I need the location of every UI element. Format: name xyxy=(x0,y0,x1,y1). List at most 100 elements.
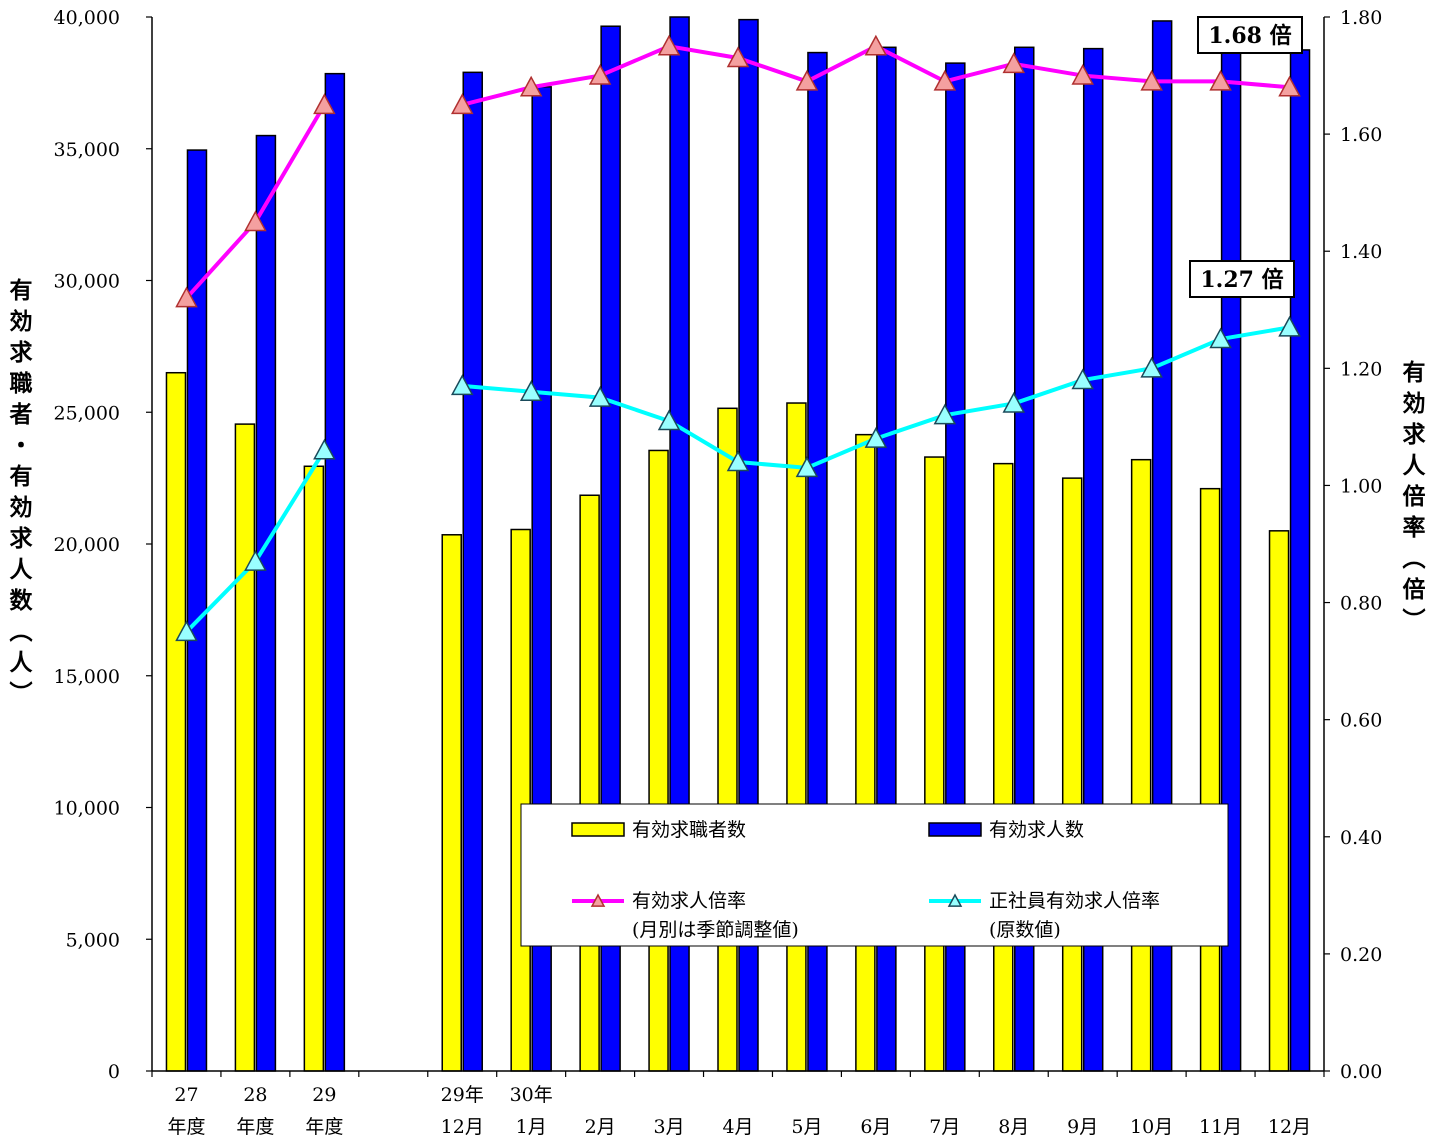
legend-marker xyxy=(590,893,606,907)
bar-job-seekers xyxy=(717,407,738,1072)
y-right-axis-title-char: 倍 xyxy=(1403,576,1426,603)
marker-regular-ratio xyxy=(313,438,336,460)
bar-job-seekers xyxy=(234,423,256,1072)
marker-ratio xyxy=(864,34,888,56)
y-right-tick-label: 1.60 xyxy=(1340,124,1382,146)
legend-label: 有効求人倍率 xyxy=(632,890,746,912)
y-right-axis-title-char: ︶ xyxy=(1403,607,1426,634)
y-right-tick-label: 0.00 xyxy=(1340,1061,1382,1083)
x-tick-label-line2: 12月 xyxy=(1268,1116,1311,1138)
legend-label: 有効求職者数 xyxy=(632,819,746,841)
y-left-tick-label: 5,000 xyxy=(66,929,120,951)
y-left-tick-label: 40,000 xyxy=(54,7,120,29)
y-right-tick-label: 0.20 xyxy=(1340,944,1382,966)
y-left-tick-label: 15,000 xyxy=(54,666,120,688)
marker-ratio xyxy=(726,46,750,68)
marker-regular-ratio xyxy=(864,427,888,448)
legend-note: (月別は季節調整値) xyxy=(632,919,799,941)
marker-regular-ratio xyxy=(1140,356,1163,378)
y-right-tick-label: 1.20 xyxy=(1340,358,1382,380)
marker-ratio xyxy=(1071,63,1094,85)
legend-swatch xyxy=(571,822,625,837)
bar-job-seekers xyxy=(1061,477,1083,1072)
x-tick-label-line1: 30年 xyxy=(510,1084,553,1106)
bar-job-openings xyxy=(255,134,277,1072)
legend-marker xyxy=(947,893,963,907)
x-tick-label-line1: 28 xyxy=(243,1084,267,1106)
marker-regular-ratio xyxy=(519,380,543,402)
x-tick-label-line2: 2月 xyxy=(585,1116,616,1138)
bar-job-openings xyxy=(324,72,346,1072)
x-tick-label-line2: 9月 xyxy=(1067,1116,1098,1138)
marker-ratio xyxy=(1140,69,1163,91)
bar-job-seekers xyxy=(1268,530,1290,1072)
y-right-tick-label: 0.40 xyxy=(1340,827,1382,849)
y-right-axis-title-char: 倍 xyxy=(1403,483,1426,510)
y-left-axis-title-char: 効 xyxy=(10,494,33,521)
y-right-axis-title-char: 人 xyxy=(1403,452,1427,479)
bar-job-seekers xyxy=(924,456,945,1072)
bar-job-openings xyxy=(462,71,483,1072)
y-left-axis-title-char: 人 xyxy=(10,556,34,583)
y-right-axis-title-char: 求 xyxy=(1403,421,1426,448)
legend-label: 有効求人数 xyxy=(989,819,1084,841)
callout-box xyxy=(1189,260,1295,298)
marker-ratio xyxy=(450,93,474,115)
marker-ratio xyxy=(933,69,957,91)
callout-text: 1.68 倍 xyxy=(1208,23,1291,49)
marker-regular-ratio xyxy=(657,409,681,431)
marker-regular-ratio xyxy=(588,386,612,407)
y-right-tick-label: 0.80 xyxy=(1340,593,1382,615)
x-tick-label-line2: 12月 xyxy=(441,1116,484,1138)
y-right-tick-label: 1.00 xyxy=(1340,475,1382,497)
x-tick-label-line1: 29 xyxy=(312,1084,336,1106)
y-left-axis-title-char: 者 xyxy=(9,401,33,428)
x-tick-label-line2: 年度 xyxy=(236,1116,274,1138)
y-left-tick-label: 0 xyxy=(108,1061,120,1083)
marker-ratio xyxy=(1002,52,1026,74)
y-left-axis-title-char: ・ xyxy=(10,432,33,459)
y-right-tick-label: 0.60 xyxy=(1340,710,1382,732)
bar-job-seekers xyxy=(165,371,187,1072)
lines-layer xyxy=(175,34,1301,642)
x-tick-label-line2: 年度 xyxy=(167,1116,205,1138)
marker-ratio xyxy=(519,75,543,97)
bar-job-seekers xyxy=(1130,458,1152,1072)
y-left-axis-title-char: 効 xyxy=(10,308,33,335)
callout-box xyxy=(1197,16,1303,54)
marker-ratio xyxy=(1209,69,1232,91)
marker-ratio xyxy=(1278,75,1301,97)
bar-job-seekers xyxy=(855,433,876,1072)
y-right-tick-label: 1.80 xyxy=(1340,7,1382,29)
y-right-axis-title-char: 率 xyxy=(1403,514,1426,541)
bar-job-seekers xyxy=(1199,487,1221,1072)
marker-regular-ratio xyxy=(933,403,957,425)
y-right-axis-title-char: 効 xyxy=(1403,390,1426,417)
y-left-tick-label: 20,000 xyxy=(54,534,120,556)
x-tick-label-line2: 3月 xyxy=(654,1116,685,1138)
marker-regular-ratio xyxy=(1278,315,1301,337)
bar-job-seekers xyxy=(510,528,531,1072)
legend-label: 正社員有効求人倍率 xyxy=(989,890,1160,912)
marker-regular-ratio xyxy=(175,620,198,642)
callout-text: 1.27 倍 xyxy=(1200,267,1283,293)
marker-ratio xyxy=(657,34,681,56)
marker-ratio xyxy=(175,286,198,308)
y-left-tick-label: 25,000 xyxy=(54,402,120,424)
marker-regular-ratio xyxy=(244,549,267,571)
y-left-axis-title-char: 求 xyxy=(10,525,33,552)
x-tick-label-line1: 29年 xyxy=(441,1084,484,1106)
y-left-tick-label: 10,000 xyxy=(54,798,120,820)
axes-layer: 0 5,000 10,000 15,000 20,000 25,000 30,000 35,0… xyxy=(9,7,1427,1138)
y-left-axis-title-char: ︵ xyxy=(10,618,33,645)
x-tick-label-line2: 8月 xyxy=(998,1116,1029,1138)
x-tick-label-line2: 7月 xyxy=(929,1116,960,1138)
y-right-axis-title-char: ︵ xyxy=(1403,545,1426,572)
marker-ratio xyxy=(795,69,819,91)
y-right-tick-label: 1.40 xyxy=(1340,241,1382,263)
marker-regular-ratio xyxy=(450,374,474,396)
y-left-axis-title-char: 求 xyxy=(10,339,33,366)
marker-ratio xyxy=(244,210,267,232)
